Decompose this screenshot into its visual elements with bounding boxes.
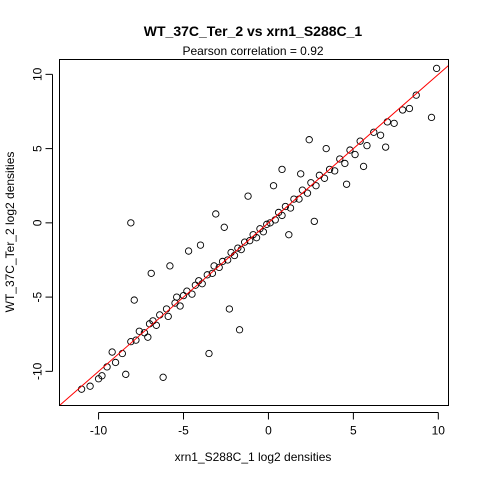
data-point	[310, 217, 318, 226]
data-point	[259, 228, 267, 236]
fit-line-group	[59, 65, 449, 406]
data-point	[205, 349, 213, 358]
data-point	[218, 257, 227, 266]
data-point	[325, 165, 334, 174]
data-point	[215, 263, 223, 272]
data-point	[225, 305, 234, 313]
x-axis-label: xrn1_S288C_1 log2 densities	[175, 450, 332, 464]
y-tick-label: -5	[31, 291, 45, 302]
x-tick-label: 5	[350, 424, 357, 438]
y-axis-ticks: -10 -5 0 5 10	[31, 67, 53, 380]
data-point	[212, 210, 220, 218]
data-point	[135, 327, 143, 335]
data-point	[342, 180, 351, 188]
data-point	[208, 269, 217, 277]
data-point	[312, 182, 320, 190]
data-point	[290, 195, 298, 203]
data-point	[224, 256, 232, 264]
data-point	[234, 244, 242, 252]
data-point	[235, 326, 244, 334]
x-tick-label: 10	[432, 424, 446, 438]
data-point	[322, 144, 330, 153]
x-tick-label: 0	[265, 424, 272, 438]
y-tick-label: 0	[31, 219, 45, 226]
y-axis-label: WT_37C_Ter_2 log2 densities	[3, 152, 17, 313]
data-point	[108, 348, 116, 356]
data-point	[244, 192, 252, 200]
x-axis-ticks: -10 -5 0 5 10	[90, 412, 446, 438]
data-point	[376, 131, 385, 139]
data-point	[176, 302, 184, 310]
y-tick-label: -10	[31, 362, 45, 380]
data-point	[152, 321, 160, 329]
data-point	[263, 220, 271, 228]
data-point	[305, 136, 313, 144]
data-point	[370, 128, 378, 136]
data-point	[147, 269, 155, 277]
data-point	[132, 336, 140, 344]
data-point	[390, 119, 398, 128]
data-point	[184, 247, 193, 255]
data-point	[166, 262, 174, 270]
data-point	[98, 372, 106, 380]
data-point	[432, 64, 441, 73]
data-point	[269, 182, 278, 190]
data-point	[188, 290, 196, 298]
data-point	[278, 211, 286, 220]
data-point	[203, 271, 211, 279]
data-point	[111, 358, 120, 367]
data-point	[122, 370, 130, 378]
data-point	[412, 91, 420, 99]
data-point	[285, 231, 293, 239]
identity-fit-line	[59, 65, 449, 406]
data-point	[351, 150, 359, 159]
data-point	[336, 155, 344, 163]
data-point	[286, 204, 295, 212]
y-tick-label: 10	[31, 67, 45, 81]
data-point	[297, 170, 305, 178]
data-point	[346, 146, 354, 154]
data-point	[196, 241, 205, 249]
data-point	[398, 106, 407, 114]
data-point	[281, 202, 290, 211]
data-point	[173, 293, 181, 301]
x-tick-label: -10	[90, 424, 108, 438]
data-point	[341, 159, 349, 168]
data-point	[331, 167, 339, 175]
data-point	[144, 333, 152, 341]
data-point	[130, 296, 138, 304]
data-point	[164, 312, 172, 321]
data-point	[127, 337, 135, 346]
plot-frame	[59, 59, 449, 406]
data-point	[241, 238, 249, 246]
chart-title: WT_37C_Ter_2 vs xrn1_S288C_1	[144, 23, 363, 39]
data-point	[252, 234, 261, 242]
data-point	[320, 174, 329, 182]
data-point	[159, 373, 167, 381]
y-tick-label: 5	[31, 145, 45, 152]
data-point	[210, 262, 218, 270]
data-point	[381, 143, 390, 151]
data-point	[356, 137, 364, 145]
x-tick-label: -5	[178, 424, 189, 438]
data-point	[427, 113, 436, 122]
data-point	[405, 104, 414, 113]
data-point	[127, 219, 135, 227]
chart-subtitle: Pearson correlation = 0.92	[182, 44, 323, 58]
data-point	[86, 382, 94, 390]
data-point	[359, 162, 368, 171]
data-point	[363, 141, 371, 150]
data-point	[303, 189, 312, 197]
data-point	[278, 165, 286, 174]
data-point	[220, 223, 228, 231]
data-point	[246, 237, 254, 245]
